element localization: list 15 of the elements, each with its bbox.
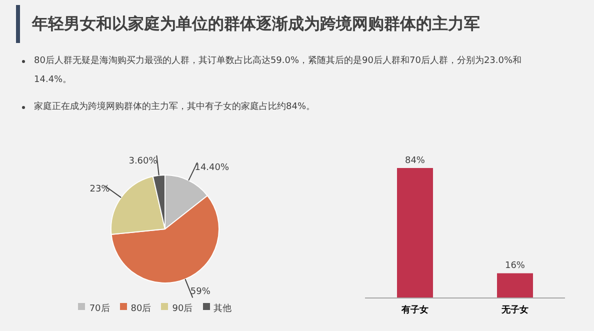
legend-label: 80后 xyxy=(130,304,152,314)
data-label: 14.40% xyxy=(194,162,230,173)
legend-label: 90后 xyxy=(172,304,193,314)
data-label: 23% xyxy=(90,184,110,194)
x-tick-label: 有子女 xyxy=(400,304,428,316)
data-label: 84% xyxy=(404,156,426,166)
data-label: 59% xyxy=(190,287,211,298)
text: 家庭正在成为跨境网购群体的主力军，其中有子女的家庭占比约84%。 xyxy=(33,100,316,114)
data-label: 3.60% xyxy=(128,156,158,166)
legend-label: 70后 xyxy=(89,304,110,314)
legend-label: 其他 xyxy=(214,304,232,314)
x-tick-label: 无子女 xyxy=(500,304,528,316)
text: 80后人群无疑是海淘购买力最强的人群，其订单数占比高达59.0%，紧随其后的是90后人群和70后人群，分别为23.0%和14.4%。 xyxy=(33,54,523,87)
data-label: 16% xyxy=(504,261,526,272)
chart-title: 年轻男女和以家庭为单位的群体逐渐成为跨境网购群体的主力军 xyxy=(32,14,480,35)
